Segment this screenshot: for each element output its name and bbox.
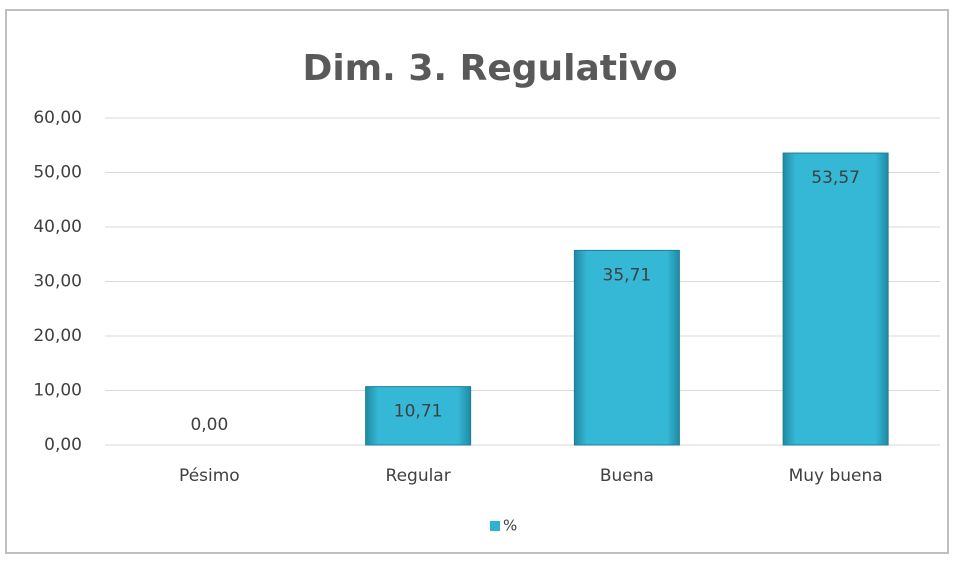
- y-tick-label: 60,00: [33, 108, 82, 128]
- y-tick-label: 40,00: [33, 217, 82, 237]
- y-tick-label: 0,00: [44, 435, 82, 455]
- y-tick-label: 20,00: [33, 326, 82, 346]
- bar: [573, 249, 680, 446]
- x-tick-label: Regular: [386, 466, 451, 486]
- y-tick-label: 10,00: [33, 381, 82, 401]
- x-tick-label: Pésimo: [179, 466, 240, 486]
- data-label: 0,00: [190, 415, 228, 435]
- bar: [365, 386, 472, 446]
- chart-title: Dim. 3. Regulativo: [302, 48, 677, 89]
- data-label: 10,71: [394, 402, 443, 422]
- x-tick-label: Muy buena: [789, 466, 883, 486]
- y-tick-label: 50,00: [33, 163, 82, 183]
- legend-swatch: [490, 521, 500, 531]
- data-label: 35,71: [603, 265, 652, 285]
- data-label: 53,57: [811, 168, 860, 188]
- legend-label: %: [503, 517, 517, 535]
- bar: [782, 152, 889, 446]
- x-tick-label: Buena: [600, 466, 654, 486]
- y-tick-label: 30,00: [33, 272, 82, 292]
